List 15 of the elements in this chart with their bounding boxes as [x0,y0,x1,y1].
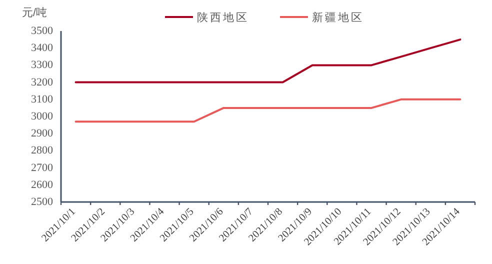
y-tick-label: 2500 [31,196,54,208]
y-tick-label: 2700 [31,162,54,174]
y-tick-label: 3200 [31,76,54,88]
y-tick-label: 3300 [31,59,54,72]
y-tick-label: 3500 [31,25,54,37]
y-tick-label: 2800 [31,144,54,157]
legend-label: 新疆地区 [312,11,364,24]
y-tick-label: 3400 [31,42,54,54]
y-tick-label: 3000 [31,110,54,122]
y-axis-title: 元/吨 [22,6,48,19]
y-tick-label: 2900 [31,128,54,140]
legend-label: 陕西地区 [197,11,249,24]
y-tick-label: 2600 [31,178,54,191]
y-tick-label: 3100 [31,93,54,106]
line-series [74,38,462,84]
